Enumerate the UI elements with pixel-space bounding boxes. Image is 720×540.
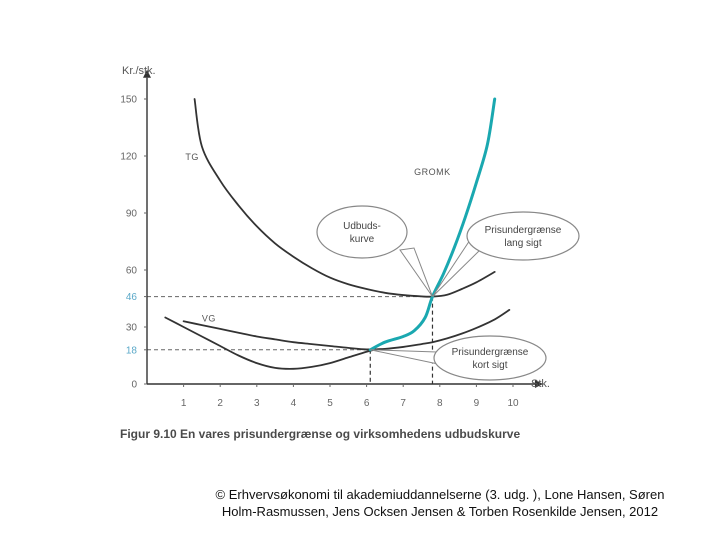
y-axis-title: Kr./stk. — [122, 65, 156, 77]
x-tick-label: 3 — [254, 398, 260, 409]
x-tick-label: 6 — [364, 398, 370, 409]
credit-line-2: Holm-Rasmussen, Jens Ocksen Jensen & Tor… — [221, 504, 659, 519]
bubble-text-line: lang sigt — [504, 238, 541, 249]
x-tick-label: 4 — [291, 398, 297, 409]
curve-tg — [193, 98, 496, 298]
bubble-text-line: kort sigt — [472, 360, 507, 371]
curve-label-gromk: GROMK — [414, 167, 451, 177]
x-tick-label: 2 — [217, 398, 223, 409]
bubble-fill — [318, 207, 406, 257]
y-tick-label: 60 — [126, 266, 138, 277]
x-tick-label: 1 — [181, 398, 187, 409]
y-tick-label: 120 — [120, 152, 137, 163]
bubble-pointer — [370, 349, 439, 365]
x-tick-label: 8 — [437, 398, 443, 409]
x-tick-label: 10 — [507, 398, 519, 409]
annotation-bubble: Prisundergrænse kort sigt — [370, 335, 547, 381]
bubble-pointer — [432, 239, 481, 297]
curve-vg — [182, 309, 511, 351]
figure-caption: Figur 9.10 En vares prisundergrænse og v… — [120, 427, 520, 441]
curve-gromk — [368, 97, 497, 352]
x-tick-label: 5 — [327, 398, 333, 409]
y-tick-label: 90 — [126, 209, 138, 220]
curve-series-2 — [164, 316, 375, 370]
x-axis-title: Stk. — [531, 378, 550, 390]
curve-label-vg: VG — [202, 313, 216, 323]
y-tick-label: 46 — [126, 292, 138, 303]
bubble-text-line: Prisundergrænse — [452, 347, 529, 358]
x-tick-label: 9 — [474, 398, 480, 409]
copyright-credit: © Erhvervsøkonomi til akademiuddannelser… — [170, 486, 710, 520]
curve-label-tg: TG — [185, 152, 199, 162]
x-tick-label: 7 — [400, 398, 406, 409]
y-tick-label: 150 — [120, 95, 137, 106]
bubble-pointer — [399, 247, 433, 297]
credit-line-1: © Erhvervsøkonomi til akademiuddannelser… — [215, 487, 665, 502]
y-tick-label: 0 — [131, 380, 137, 391]
y-tick-label: 30 — [126, 323, 138, 334]
y-tick-label: 18 — [126, 345, 138, 356]
bubble-fill — [468, 213, 578, 259]
x-axis-arrow — [534, 380, 543, 388]
annotation-bubble: Prisundergrænse lang sigt — [432, 211, 580, 297]
y-axis-arrow — [143, 69, 151, 78]
bubble-fill — [435, 337, 545, 379]
annotation-bubble: Udbuds-kurve — [316, 205, 433, 297]
bubble-text-line: Udbuds- — [343, 221, 381, 232]
bubble-text-line: kurve — [350, 234, 375, 245]
bubble-text-line: Prisundergrænse — [485, 225, 562, 236]
